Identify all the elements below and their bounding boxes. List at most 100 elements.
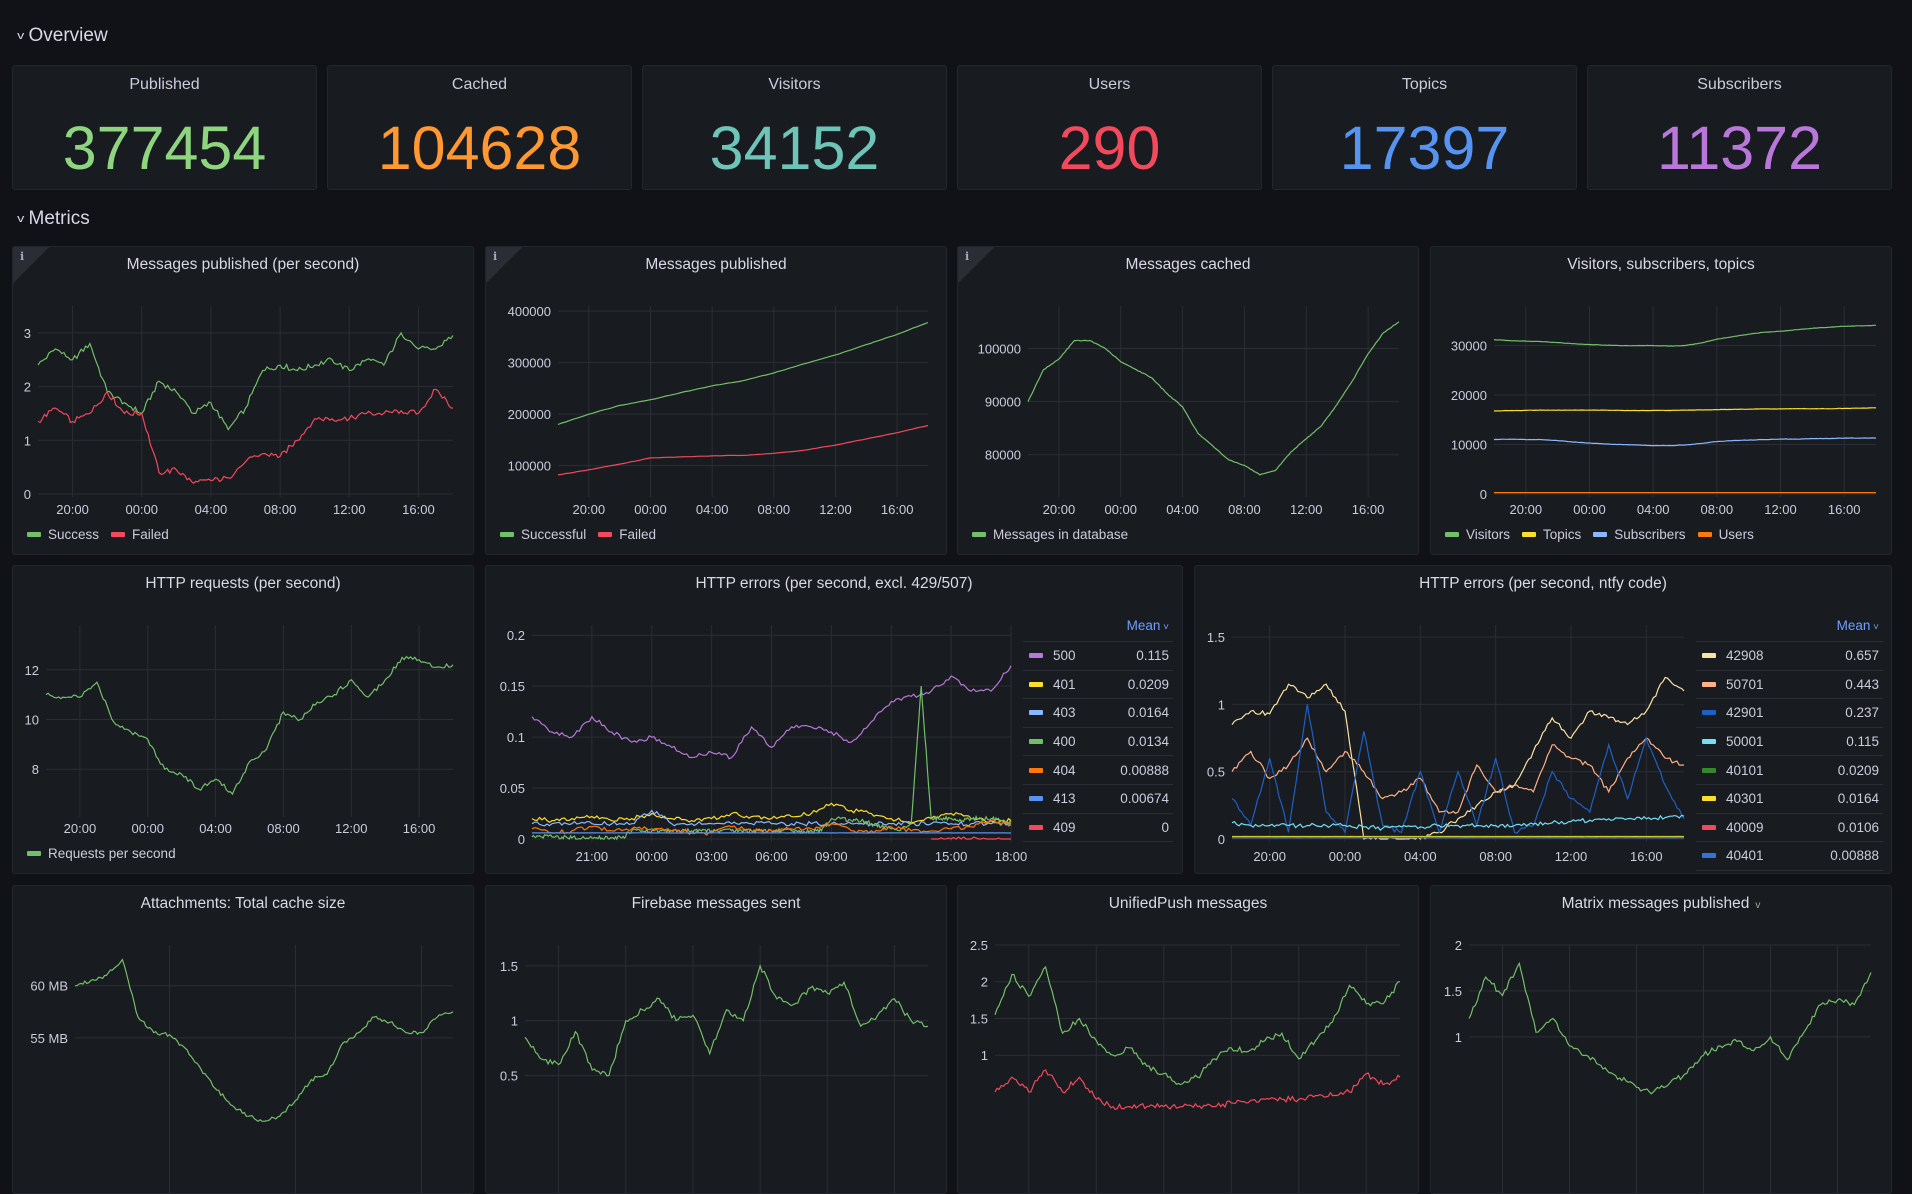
row-title: Overview: [29, 25, 108, 47]
legend-item[interactable]: Failed: [598, 527, 656, 542]
legend-row[interactable]: 409 0: [1023, 814, 1173, 843]
x-tick-label: 20:00: [1043, 502, 1076, 517]
legend-row[interactable]: 500 0.115: [1023, 642, 1173, 671]
y-tick-label: 2.5: [970, 938, 988, 953]
legend-mean-value: 0.00888: [1120, 763, 1169, 778]
legend-item[interactable]: Messages in database: [972, 527, 1128, 542]
legend-mean-value: 0.657: [1845, 648, 1879, 663]
legend-series-name: 40401: [1726, 848, 1820, 863]
y-tick-label: 3: [24, 326, 31, 341]
stat-label: Topics: [1273, 76, 1576, 94]
legend-series-name: 40301: [1726, 791, 1828, 806]
y-tick-label: 55 MB: [30, 1031, 68, 1046]
y-tick-label: 10: [25, 713, 39, 728]
legend-item[interactable]: Failed: [111, 527, 169, 542]
x-tick-label: 20:00: [64, 821, 97, 836]
x-tick-label: 08:00: [1701, 502, 1734, 517]
legend-sort-header[interactable]: Mean ˅: [1023, 618, 1173, 642]
chevron-down-icon: v: [17, 213, 24, 225]
legend-header-label: Mean: [1127, 618, 1161, 633]
legend-series-name: 40009: [1726, 820, 1828, 835]
legend-label: Visitors: [1466, 527, 1510, 542]
legend-series-name: 409: [1053, 820, 1151, 835]
legend-sort-header[interactable]: Mean ˅: [1696, 618, 1883, 642]
panel-title: Attachments: Total cache size: [13, 895, 473, 913]
x-tick-label: 04:00: [199, 821, 232, 836]
series-line-409: [931, 837, 1011, 839]
y-tick-label: 1.5: [970, 1011, 988, 1026]
chart-legend: Messages in database: [972, 527, 1128, 542]
y-tick-label: 12: [25, 663, 39, 678]
x-tick-label: 21:00: [576, 849, 609, 864]
legend-item[interactable]: Successful: [500, 527, 586, 542]
y-tick-label: 0.5: [500, 1069, 518, 1084]
y-tick-label: 1: [1455, 1030, 1462, 1045]
stat-value: 290: [958, 113, 1261, 183]
chevron-down-icon[interactable]: v: [1755, 900, 1760, 911]
legend-swatch: [1029, 682, 1043, 687]
legend-swatch: [1445, 532, 1459, 537]
legend-item[interactable]: Requests per second: [27, 846, 176, 861]
legend-swatch: [1522, 532, 1536, 537]
chart-legend: Requests per second: [27, 846, 176, 861]
legend-item[interactable]: Subscribers: [1593, 527, 1685, 542]
legend-item[interactable]: Visitors: [1445, 527, 1510, 542]
y-tick-label: 1.5: [1444, 984, 1462, 999]
x-tick-label: 08:00: [1479, 849, 1512, 864]
legend-mean-value: 0: [1161, 820, 1169, 835]
series-line-Visitors: [1494, 325, 1876, 346]
series-line-series-0: [1469, 963, 1871, 1093]
legend-item[interactable]: Topics: [1522, 527, 1581, 542]
x-tick-label: 18:00: [995, 849, 1028, 864]
legend-item[interactable]: Success: [27, 527, 99, 542]
x-tick-label: 12:00: [875, 849, 908, 864]
legend-mean-value: 0.115: [1136, 648, 1169, 663]
chevron-down-icon: ˅: [1870, 622, 1879, 633]
legend-series-name: 500: [1053, 648, 1126, 663]
chart-legend: Successful Failed: [500, 527, 656, 542]
x-tick-label: 08:00: [264, 502, 297, 517]
y-tick-label: 1: [511, 1014, 518, 1029]
legend-label: Users: [1719, 527, 1754, 542]
panel-title: UnifiedPush messages: [958, 895, 1418, 913]
x-tick-label: 04:00: [696, 502, 729, 517]
x-tick-label: 08:00: [267, 821, 300, 836]
legend-mean-value: 0.115: [1846, 734, 1879, 749]
stat-value: 34152: [643, 113, 946, 183]
legend-item[interactable]: Users: [1698, 527, 1754, 542]
